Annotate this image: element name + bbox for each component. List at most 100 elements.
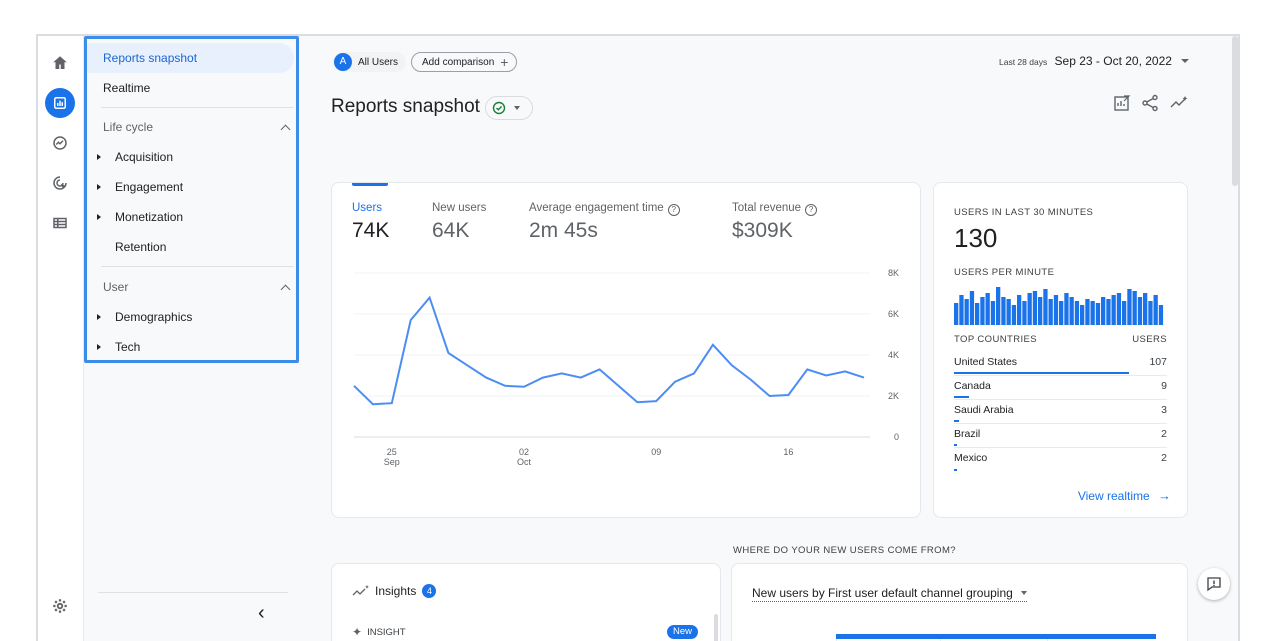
reports-nav: Reports snapshot Realtime Life cycle Acq… bbox=[84, 36, 299, 641]
advertising-icon[interactable] bbox=[45, 168, 75, 198]
acquisition-card: New users by First user default channel … bbox=[731, 563, 1188, 641]
plus-icon: + bbox=[500, 54, 509, 70]
caret-right-icon bbox=[97, 214, 101, 220]
status-dropdown[interactable] bbox=[485, 96, 533, 120]
insights-count-badge: 4 bbox=[422, 584, 437, 598]
metric-engagement-tab[interactable]: Average engagement time? bbox=[529, 202, 680, 216]
nav-retention-label: Retention bbox=[115, 240, 167, 254]
users-per-minute-chart bbox=[954, 287, 1164, 325]
nav-monetization[interactable]: Monetization bbox=[87, 202, 294, 232]
scrollbar[interactable] bbox=[714, 614, 718, 641]
metric-users-label: Users bbox=[352, 202, 383, 214]
left-rail bbox=[38, 36, 84, 641]
nav-realtime[interactable]: Realtime bbox=[87, 73, 294, 103]
per-minute-bar bbox=[1011, 305, 1017, 325]
explore-icon[interactable] bbox=[45, 128, 75, 158]
per-minute-bar bbox=[1038, 297, 1043, 325]
country-value: 2 bbox=[1161, 452, 1167, 464]
country-row[interactable]: United States 107 bbox=[954, 352, 1167, 376]
metric-revenue-tab[interactable]: Total revenue? bbox=[732, 202, 818, 216]
insights-sparkle-icon bbox=[352, 585, 369, 596]
main-content: A All Users Add comparison + Last 28 day… bbox=[299, 36, 1238, 641]
view-realtime-link[interactable]: View realtime → bbox=[1078, 488, 1171, 503]
add-comparison-label: Add comparison bbox=[422, 56, 495, 68]
realtime-card: USERS IN LAST 30 MINUTES 130 USERS PER M… bbox=[933, 182, 1188, 518]
add-comparison-button[interactable]: Add comparison + bbox=[411, 52, 518, 72]
per-minute-bar bbox=[1127, 289, 1132, 325]
nav-tech[interactable]: Tech bbox=[87, 332, 294, 362]
customize-report-icon[interactable] bbox=[1113, 94, 1131, 112]
top-countries-label: TOP COUNTRIES bbox=[954, 334, 1037, 345]
share-icon[interactable] bbox=[1141, 94, 1159, 112]
help-icon[interactable]: ? bbox=[805, 204, 818, 216]
nav-section-user[interactable]: User bbox=[103, 279, 293, 295]
nav-divider bbox=[101, 266, 294, 267]
nav-demographics[interactable]: Demographics bbox=[87, 302, 294, 332]
per-minute-bar bbox=[1064, 293, 1069, 325]
insight-tag-label: INSIGHT bbox=[367, 626, 406, 638]
segment-chip[interactable]: A All Users bbox=[333, 52, 407, 72]
nav-section-lifecycle[interactable]: Life cycle bbox=[103, 119, 293, 135]
per-minute-bar bbox=[1153, 295, 1158, 325]
country-row[interactable]: Canada 9 bbox=[954, 376, 1167, 400]
nav-realtime-label: Realtime bbox=[103, 81, 151, 95]
per-minute-bar bbox=[1090, 301, 1095, 325]
home-icon[interactable] bbox=[45, 48, 75, 78]
nav-acquisition[interactable]: Acquisition bbox=[87, 142, 294, 172]
nav-monetization-label: Monetization bbox=[115, 210, 184, 224]
insights-sparkle-icon[interactable] bbox=[1169, 94, 1189, 112]
page-title: Reports snapshot bbox=[331, 96, 480, 117]
country-bar bbox=[954, 469, 958, 471]
page-scrollbar[interactable] bbox=[1232, 36, 1238, 186]
reports-icon[interactable] bbox=[45, 88, 75, 118]
nav-engagement[interactable]: Engagement bbox=[87, 172, 294, 202]
caret-right-icon bbox=[97, 344, 101, 350]
per-minute-bar bbox=[1043, 289, 1048, 325]
country-name: Saudi Arabia bbox=[954, 404, 1014, 416]
x-tick-label: Sep bbox=[384, 457, 400, 467]
per-minute-bar bbox=[990, 301, 996, 325]
per-minute-bar bbox=[1074, 301, 1080, 325]
per-minute-bar bbox=[1027, 293, 1032, 325]
help-icon[interactable]: ? bbox=[667, 204, 680, 216]
metric-new-users-tab[interactable]: New users bbox=[432, 202, 486, 214]
configure-icon[interactable] bbox=[45, 208, 75, 238]
insights-header[interactable]: Insights 4 bbox=[352, 584, 437, 598]
collapse-nav-button[interactable]: ‹ bbox=[258, 602, 265, 624]
country-row[interactable]: Saudi Arabia 3 bbox=[954, 400, 1167, 424]
nav-highlight-box: Reports snapshot Realtime Life cycle Acq… bbox=[84, 36, 299, 363]
metric-users-tab[interactable]: Users bbox=[352, 202, 382, 214]
country-row[interactable]: Brazil 2 bbox=[954, 424, 1167, 448]
nav-reports-snapshot[interactable]: Reports snapshot bbox=[87, 43, 294, 73]
per-minute-bar bbox=[1059, 301, 1064, 325]
country-name: Canada bbox=[954, 380, 991, 392]
per-minute-bar bbox=[1158, 305, 1164, 325]
users-30-label: USERS IN LAST 30 MINUTES bbox=[954, 207, 1094, 218]
per-minute-bar bbox=[1017, 295, 1022, 325]
insight-tag: ✦ INSIGHT bbox=[352, 625, 406, 639]
feedback-icon bbox=[1207, 577, 1221, 592]
per-minute-bar bbox=[964, 299, 969, 325]
country-value: 3 bbox=[1161, 404, 1167, 416]
per-minute-bar bbox=[1069, 297, 1074, 325]
nav-retention[interactable]: Retention bbox=[87, 232, 294, 262]
channel-grouping-dropdown[interactable]: New users by First user default channel … bbox=[752, 586, 1028, 602]
active-tab-indicator bbox=[352, 183, 388, 186]
channel-grouping-label: New users by First user default channel … bbox=[752, 586, 1013, 600]
metric-users-value: 74K bbox=[352, 219, 390, 242]
country-bar bbox=[954, 372, 1130, 374]
nav-reports-snapshot-label: Reports snapshot bbox=[103, 51, 198, 65]
per-minute-bar bbox=[1116, 293, 1122, 325]
country-row[interactable]: Mexico 2 bbox=[954, 448, 1167, 472]
y-tick-label: 6K bbox=[888, 309, 899, 319]
metric-engagement-value: 2m 45s bbox=[529, 219, 598, 242]
per-minute-bar bbox=[1111, 295, 1116, 325]
settings-icon[interactable] bbox=[45, 591, 75, 621]
feedback-button[interactable] bbox=[1198, 568, 1230, 600]
x-tick-label: 09 bbox=[651, 447, 661, 457]
date-range-picker[interactable]: Last 28 days Sep 23 - Oct 20, 2022 bbox=[999, 54, 1190, 68]
date-prefix: Last 28 days bbox=[999, 57, 1048, 67]
dropdown-icon bbox=[1181, 59, 1190, 63]
per-minute-bar bbox=[959, 295, 964, 325]
